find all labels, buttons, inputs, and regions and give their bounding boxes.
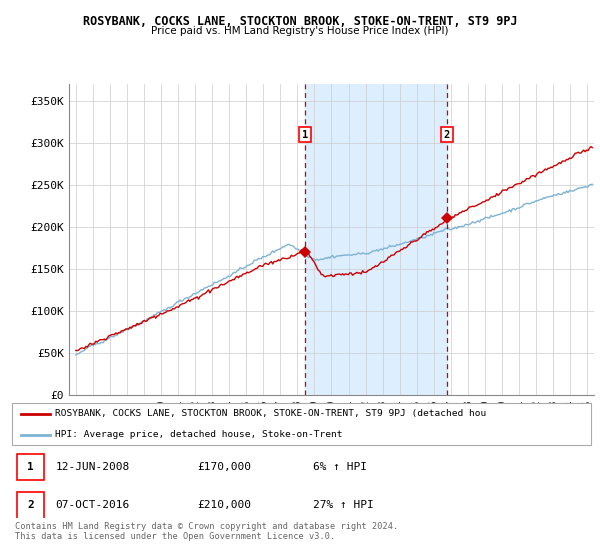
FancyBboxPatch shape	[12, 403, 591, 445]
Text: Price paid vs. HM Land Registry's House Price Index (HPI): Price paid vs. HM Land Registry's House …	[151, 26, 449, 36]
Text: 2: 2	[27, 501, 34, 510]
FancyBboxPatch shape	[17, 454, 44, 480]
Text: ROSYBANK, COCKS LANE, STOCKTON BROOK, STOKE-ON-TRENT, ST9 9PJ (detached hou: ROSYBANK, COCKS LANE, STOCKTON BROOK, ST…	[55, 409, 487, 418]
Text: 1: 1	[302, 129, 308, 139]
Text: 07-OCT-2016: 07-OCT-2016	[55, 501, 130, 510]
Text: 1: 1	[27, 462, 34, 472]
Text: 2: 2	[444, 129, 450, 139]
Text: 27% ↑ HPI: 27% ↑ HPI	[313, 501, 374, 510]
FancyBboxPatch shape	[17, 492, 44, 519]
Text: HPI: Average price, detached house, Stoke-on-Trent: HPI: Average price, detached house, Stok…	[55, 430, 343, 439]
Text: £170,000: £170,000	[197, 462, 251, 472]
Text: ROSYBANK, COCKS LANE, STOCKTON BROOK, STOKE-ON-TRENT, ST9 9PJ: ROSYBANK, COCKS LANE, STOCKTON BROOK, ST…	[83, 15, 517, 27]
Bar	[305, 84, 447, 395]
Text: 12-JUN-2008: 12-JUN-2008	[55, 462, 130, 472]
Text: Contains HM Land Registry data © Crown copyright and database right 2024.
This d: Contains HM Land Registry data © Crown c…	[15, 522, 398, 542]
Text: £210,000: £210,000	[197, 501, 251, 510]
Text: 6% ↑ HPI: 6% ↑ HPI	[313, 462, 367, 472]
